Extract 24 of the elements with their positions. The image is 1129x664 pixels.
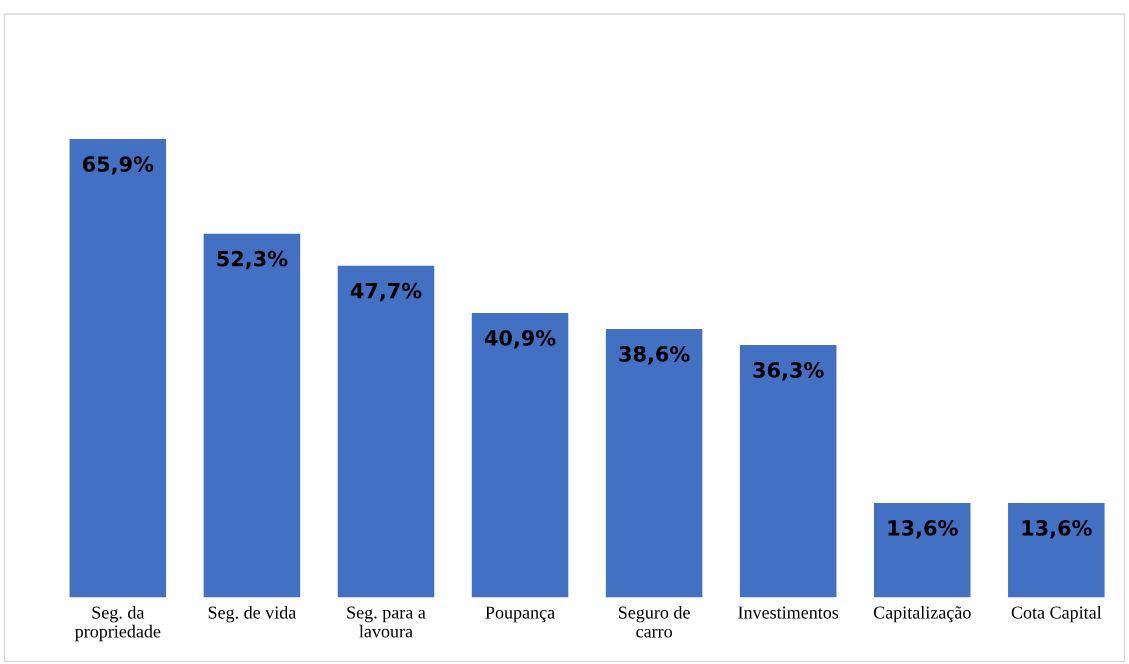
x-tick-label: Seg. para a lavoura: [347, 606, 426, 638]
bar: [873, 502, 971, 598]
bar: [471, 313, 569, 598]
data-label: 47,7%: [350, 282, 422, 302]
x-tick-label: Investimentos: [738, 606, 839, 619]
x-tick-label: Seguro de carro: [618, 605, 690, 638]
data-label: 65,9%: [82, 156, 154, 175]
x-tick-label: Cota Capital: [1011, 605, 1102, 623]
x-tick-label: Seg. da propriedade: [75, 605, 161, 642]
bar: [203, 233, 301, 598]
x-tick-label: Capitalização: [873, 605, 971, 623]
bar: [69, 139, 167, 598]
bar: [1008, 502, 1105, 598]
bar: [605, 329, 703, 598]
data-label: 52,3%: [217, 250, 288, 270]
x-tick-label: Poupança: [485, 606, 555, 623]
data-label: 13,6%: [888, 520, 958, 539]
data-label: 36,3%: [753, 362, 824, 381]
x-tick-label: Seg. de vida: [208, 605, 297, 623]
bar: [337, 265, 435, 598]
data-label: 13,6%: [1022, 520, 1092, 539]
data-label: 40,9%: [484, 330, 556, 349]
data-label: 38,6%: [619, 346, 690, 365]
bar: [739, 345, 837, 598]
